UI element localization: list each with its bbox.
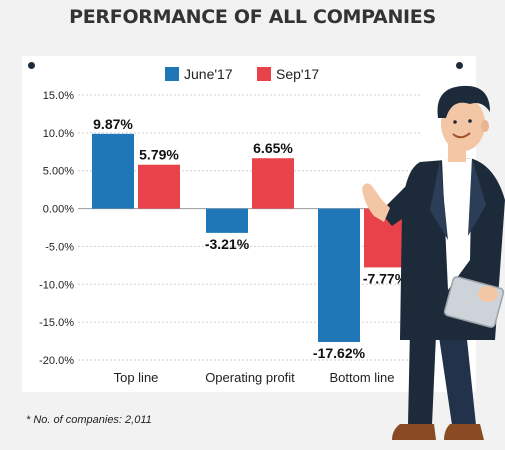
y-tick-label: -10.0% bbox=[39, 279, 74, 291]
data-label: 5.79% bbox=[139, 147, 179, 163]
presenter-hand bbox=[362, 183, 390, 222]
chart-title: PERFORMANCE OF ALL COMPANIES bbox=[69, 6, 436, 28]
y-tick-label: -5.0% bbox=[45, 241, 74, 253]
bar-sep-0 bbox=[138, 164, 180, 209]
pin-icon bbox=[456, 62, 463, 69]
presenter-shirt bbox=[442, 158, 472, 290]
data-label: -17.62% bbox=[313, 345, 366, 361]
presenter-smile bbox=[452, 132, 471, 139]
presenter-eye bbox=[468, 119, 472, 123]
legend-label-june: June'17 bbox=[184, 66, 233, 82]
footnote: * No. of companies: 2,011 bbox=[26, 414, 152, 426]
presenter-shoe bbox=[444, 424, 484, 440]
presenter-leg bbox=[408, 330, 436, 425]
y-tick-label: 0.00% bbox=[43, 204, 74, 216]
y-tick-label: 15.0% bbox=[43, 90, 74, 102]
data-label: 9.87% bbox=[93, 116, 133, 132]
data-label: -7.77% bbox=[363, 270, 408, 286]
legend-swatch-june bbox=[165, 67, 179, 81]
legend-label-sep: Sep'17 bbox=[276, 66, 320, 82]
presenter-eye bbox=[453, 120, 457, 124]
category-label: Top line bbox=[114, 370, 159, 385]
category-label: Operating profit bbox=[205, 370, 295, 385]
bar-june-2 bbox=[318, 208, 360, 342]
presenter-head bbox=[441, 97, 485, 151]
presenter-hand bbox=[478, 286, 498, 302]
bar-sep-1 bbox=[252, 158, 294, 209]
legend-item-sep: Sep'17 bbox=[257, 66, 319, 82]
presenter-illustration bbox=[362, 85, 505, 440]
bar-june-0 bbox=[92, 133, 134, 209]
y-tick-label: 10.0% bbox=[43, 128, 74, 140]
presenter-hair bbox=[437, 85, 490, 118]
y-tick-label: 5.00% bbox=[43, 166, 74, 178]
presenter-lapel bbox=[430, 160, 448, 240]
presenter-ear bbox=[481, 120, 489, 132]
presenter-leg bbox=[438, 330, 476, 425]
legend-item-june: June'17 bbox=[165, 66, 233, 82]
y-tick-label: -15.0% bbox=[39, 317, 74, 329]
category-label: Bottom line bbox=[329, 370, 394, 385]
data-label: -3.21% bbox=[205, 236, 250, 252]
bar-june-1 bbox=[206, 208, 248, 233]
pin-icon bbox=[28, 62, 35, 69]
presenter-shoe bbox=[392, 424, 436, 440]
presenter-arm bbox=[380, 172, 432, 226]
data-label: 6.65% bbox=[253, 140, 293, 156]
legend-swatch-sep bbox=[257, 67, 271, 81]
presenter-lapel bbox=[468, 158, 486, 236]
legend: June'17 Sep'17 bbox=[0, 66, 505, 86]
y-tick-label: -20.0% bbox=[39, 355, 74, 367]
